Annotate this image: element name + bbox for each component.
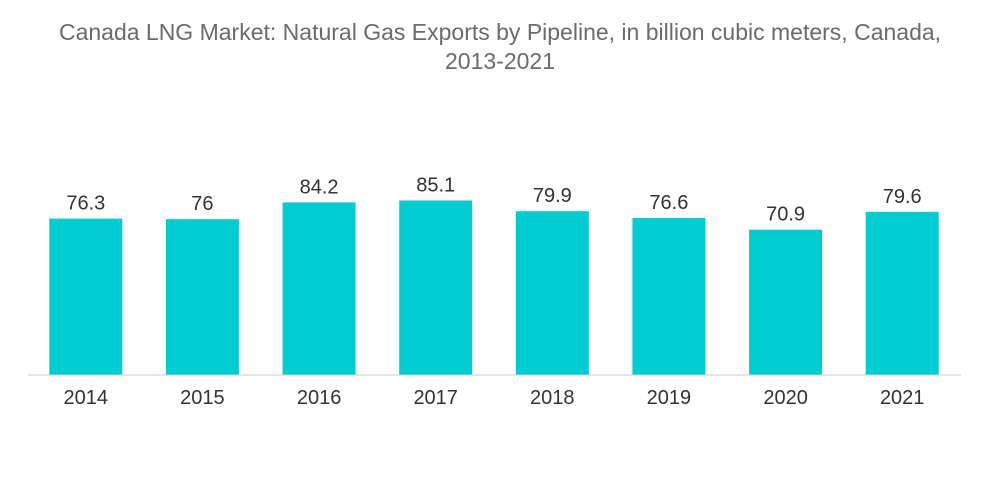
bar-2014 [49,218,123,375]
value-label-2014: 76.3 [66,193,105,215]
chart-title-line2: 2013-2021 [445,48,555,74]
value-label-2021: 79.6 [883,186,922,208]
x-tick-2021: 2021 [880,387,925,409]
x-tick-2019: 2019 [647,387,692,409]
value-label-2019: 76.6 [649,192,688,214]
chart-title: Canada LNG Market: Natural Gas Exports b… [0,18,1000,76]
bar-2017 [399,200,473,375]
x-tick-2020: 2020 [763,387,808,409]
value-label-2015: 76 [191,193,213,215]
bar-2019 [632,218,706,375]
bar-2021 [865,211,939,375]
chart-title-line1: Canada LNG Market: Natural Gas Exports b… [58,19,942,45]
bar-2015 [165,219,239,375]
x-tick-2017: 2017 [413,387,458,409]
value-label-2017: 85.1 [416,175,455,197]
bar-2020 [749,229,823,375]
value-label-2018: 79.9 [533,185,572,207]
bar-2016 [282,202,356,375]
value-label-2020: 70.9 [766,204,805,226]
x-tick-2015: 2015 [180,387,225,409]
x-tick-labels: 2014 2015 2016 2017 2018 2019 2020 2021 [64,387,925,409]
x-tick-2016: 2016 [297,387,342,409]
x-tick-2018: 2018 [530,387,575,409]
x-tick-2014: 2014 [64,387,109,409]
bars-layer [49,200,939,375]
value-labels-layer: 76.3 76 84.2 85.1 79.9 76.6 70.9 79.6 [66,175,921,226]
bar-2018 [515,211,589,375]
value-label-2016: 84.2 [300,176,339,198]
